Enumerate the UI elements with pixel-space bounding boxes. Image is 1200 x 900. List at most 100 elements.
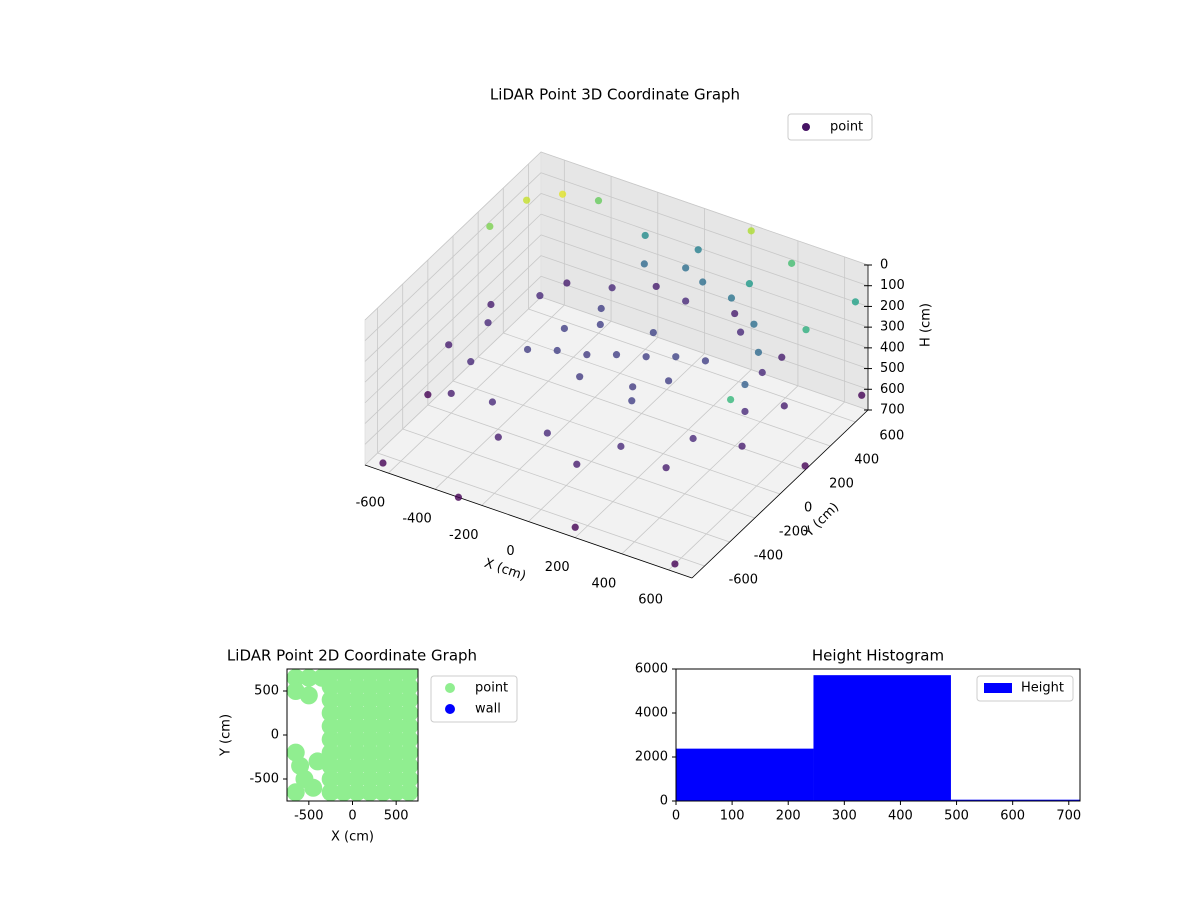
point	[662, 464, 670, 472]
point	[858, 391, 866, 399]
point	[374, 783, 393, 801]
z-tick-label: 400	[880, 340, 905, 355]
point	[360, 743, 379, 762]
point	[287, 669, 305, 687]
point	[447, 389, 455, 398]
point	[400, 730, 418, 749]
x-tick-label: -500	[294, 809, 324, 824]
x-tick-label: -200	[449, 528, 479, 543]
grid-line	[364, 213, 542, 383]
point	[801, 462, 809, 470]
chart-title: Height Histogram	[812, 647, 944, 665]
point	[321, 717, 340, 736]
z-tick-label: 500	[880, 361, 905, 376]
point	[750, 320, 758, 328]
point	[682, 264, 690, 272]
grid-line	[364, 193, 542, 362]
x-axis-label: X (cm)	[482, 556, 528, 584]
point	[360, 690, 379, 709]
point	[400, 704, 418, 722]
y-tick-label: 600	[879, 429, 904, 444]
y-axis-line	[691, 409, 869, 579]
grid-line	[402, 428, 730, 543]
point	[699, 278, 707, 286]
point	[360, 677, 379, 696]
point	[560, 324, 568, 333]
x-tick-label: 0	[348, 809, 356, 824]
point	[727, 396, 735, 404]
z-tick-label: 200	[880, 299, 905, 314]
grid-line	[478, 356, 806, 471]
point	[334, 690, 353, 709]
point	[312, 669, 331, 687]
point	[484, 319, 492, 327]
point	[387, 743, 406, 762]
plot-area	[287, 669, 418, 801]
x-tick-label: 200	[545, 560, 570, 575]
point	[736, 328, 745, 336]
point	[360, 704, 379, 722]
point	[321, 730, 340, 749]
point	[374, 730, 393, 749]
point	[360, 770, 379, 788]
legend-marker	[445, 683, 455, 693]
point	[612, 351, 621, 359]
point	[563, 279, 571, 287]
point	[400, 677, 418, 696]
z-tick-label: 700	[880, 403, 905, 418]
x-axis-line	[364, 464, 693, 579]
point	[642, 353, 650, 361]
point	[347, 730, 366, 749]
point	[628, 397, 636, 405]
z-tick-label: 0	[880, 258, 888, 273]
point	[321, 770, 340, 788]
point	[745, 280, 754, 288]
grid-line	[540, 255, 869, 369]
point	[360, 783, 379, 801]
point	[387, 704, 406, 722]
y-tick-label: 0	[660, 794, 668, 809]
point	[360, 717, 379, 736]
bar	[950, 799, 1080, 801]
x-tick-label: 0	[672, 809, 680, 824]
point	[321, 704, 340, 722]
grid-line	[528, 308, 856, 423]
axes-frame	[675, 668, 1081, 802]
x-tick-label: 500	[944, 809, 969, 824]
point	[649, 329, 657, 337]
point	[387, 717, 406, 736]
x-tick-label: 100	[720, 809, 745, 824]
y-tick-label: 2000	[635, 750, 668, 765]
point	[347, 717, 366, 736]
point	[334, 783, 353, 801]
point	[747, 227, 755, 235]
point	[379, 459, 387, 467]
x-tick-label: 300	[832, 809, 857, 824]
legend-marker	[984, 683, 1012, 693]
point	[321, 783, 340, 801]
point	[347, 756, 366, 775]
grid-line	[540, 151, 869, 266]
legend-box	[976, 675, 1074, 702]
y-tick-label: 6000	[635, 662, 668, 677]
point	[640, 260, 648, 268]
grid-line	[540, 275, 869, 390]
point	[374, 677, 393, 696]
z-tick-label: 300	[880, 320, 905, 335]
point	[487, 300, 495, 309]
point	[387, 730, 406, 749]
x-tick-label: -600	[356, 496, 386, 511]
bar	[813, 675, 951, 801]
point	[400, 717, 418, 736]
point	[400, 770, 418, 788]
point	[596, 320, 604, 329]
point	[701, 357, 710, 365]
y-tick-label: -400	[754, 549, 784, 564]
point	[641, 231, 649, 240]
grid-line	[540, 172, 869, 287]
z-tick-label: 600	[880, 382, 905, 397]
chart-title: LiDAR Point 3D Coordinate Graph	[490, 86, 740, 104]
point	[571, 523, 579, 531]
grid-line	[377, 452, 705, 567]
